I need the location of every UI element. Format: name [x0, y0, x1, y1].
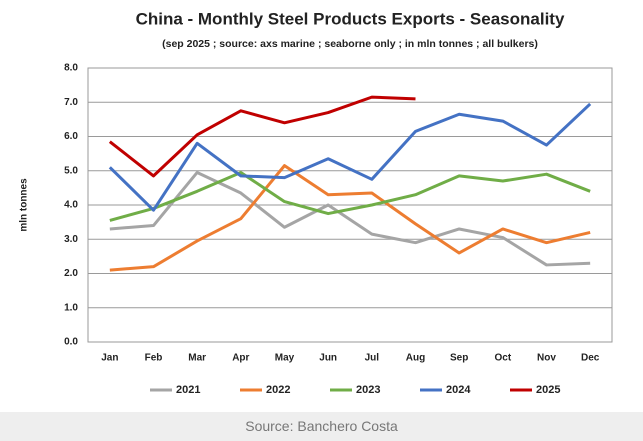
legend-label: 2024	[446, 384, 471, 396]
y-axis-label: mln tonnes	[19, 178, 30, 232]
chart-title: China - Monthly Steel Products Exports -…	[136, 9, 565, 28]
y-tick-label: 1.0	[64, 302, 78, 313]
x-tick-label: Jun	[319, 353, 337, 364]
legend-label: 2025	[536, 384, 560, 396]
plot-border	[87, 67, 613, 343]
series-line	[109, 170, 591, 267]
x-tick-label: May	[275, 353, 295, 364]
x-tick-label: Jan	[101, 353, 118, 364]
series-line	[108, 95, 416, 178]
x-tick-label: Aug	[406, 353, 425, 364]
y-tick-label: 0.0	[64, 337, 78, 348]
y-tick-label: 8.0	[64, 63, 78, 74]
y-tick-label: 7.0	[64, 97, 78, 108]
x-tick-label: Feb	[145, 353, 163, 364]
y-tick-label: 5.0	[64, 165, 78, 176]
x-tick-label: Nov	[537, 353, 556, 364]
legend-label: 2021	[176, 384, 200, 396]
y-tick-label: 6.0	[64, 131, 78, 142]
chart: China - Monthly Steel Products Exports -…	[19, 9, 613, 396]
legend-label: 2023	[356, 384, 380, 396]
x-tick-label: Sep	[450, 353, 468, 364]
y-tick-label: 2.0	[64, 268, 78, 279]
chart-subtitle: (sep 2025 ; source: axs marine ; seaborn…	[162, 38, 538, 50]
x-tick-label: Mar	[188, 353, 206, 364]
x-tick-label: Oct	[494, 353, 511, 364]
y-tick-label: 3.0	[64, 234, 78, 245]
y-tick-label: 4.0	[64, 200, 78, 211]
caption: Source: Banchero Costa	[0, 412, 643, 441]
series-line	[109, 170, 591, 222]
x-tick-label: Apr	[232, 353, 249, 364]
series-line	[108, 102, 592, 212]
legend-label: 2022	[266, 384, 290, 396]
series-line	[109, 164, 591, 272]
x-tick-label: Dec	[581, 353, 600, 364]
x-tick-label: Jul	[365, 353, 380, 364]
